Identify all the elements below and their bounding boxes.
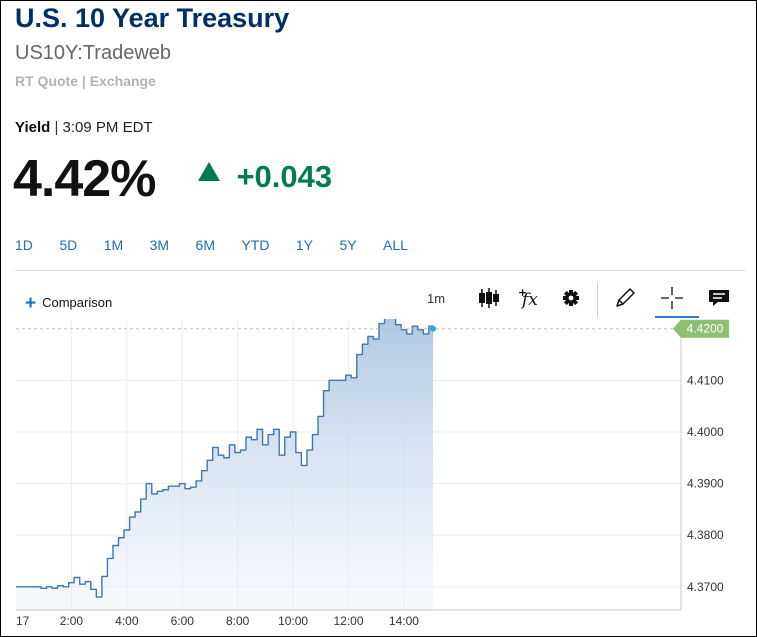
x-tick-label: 10:00 <box>278 614 308 628</box>
comparison-button[interactable]: + Comparison <box>25 293 112 315</box>
svg-text:fx: fx <box>520 290 538 310</box>
x-tick-label: 2:00 <box>60 614 84 628</box>
interval-button[interactable]: 1m <box>427 291 446 306</box>
price-chart[interactable]: 4.3700 4.3800 4.3900 4.4000 4.4100 17 2:00 4:0… <box>1 319 756 636</box>
pencil-icon[interactable] <box>612 285 638 311</box>
range-3m[interactable]: 3M <box>149 237 170 253</box>
x-tick-label: 14:00 <box>389 614 419 628</box>
series-area <box>16 319 434 610</box>
range-ytd[interactable]: YTD <box>241 237 270 253</box>
candlestick-icon[interactable] <box>476 285 502 311</box>
page-title: U.S. 10 Year Treasury <box>15 3 290 33</box>
range-1y[interactable]: 1Y <box>295 237 314 253</box>
section-divider <box>15 270 746 271</box>
y-tick-label: 4.3700 <box>687 580 724 594</box>
symbol-label: US10Y:Tradeweb <box>15 42 172 64</box>
comparison-label: Comparison <box>42 295 113 310</box>
comment-icon[interactable] <box>706 285 732 311</box>
fx-indicator-icon[interactable]: + fx <box>516 285 542 311</box>
plus-icon: + <box>25 293 37 314</box>
last-price-tag: 4.4200 <box>673 319 729 338</box>
gear-icon[interactable] <box>560 285 582 311</box>
x-tick-label: 8:00 <box>226 614 250 628</box>
y-tick-label: 4.3800 <box>687 528 724 542</box>
x-tick-label: 17 <box>16 614 30 628</box>
last-point-marker <box>430 325 437 332</box>
triangle-up-icon <box>198 162 220 181</box>
yield-separator: | <box>54 119 59 136</box>
toolbar-divider <box>597 283 598 317</box>
range-all[interactable]: ALL <box>383 237 408 253</box>
last-price: 4.42% <box>13 150 156 208</box>
range-5y[interactable]: 5Y <box>339 237 357 253</box>
crosshair-icon[interactable] <box>659 285 685 311</box>
range-1d[interactable]: 1D <box>15 237 33 253</box>
price-change: +0.043 <box>198 159 332 195</box>
last-price-tag-shape <box>673 319 729 338</box>
range-5d[interactable]: 5D <box>59 237 78 253</box>
range-selector: 1D 5D 1M 3M 6M YTD 1Y 5Y ALL <box>15 237 430 255</box>
change-value: +0.043 <box>236 159 333 194</box>
rt-quote-label: RT Quote | Exchange <box>15 73 156 89</box>
x-tick-label: 4:00 <box>115 614 139 628</box>
range-1m[interactable]: 1M <box>103 237 124 253</box>
y-tick-label: 4.4000 <box>687 425 724 439</box>
yield-label: Yield <box>15 119 51 136</box>
crosshair-active-indicator <box>655 316 699 318</box>
x-tick-label: 6:00 <box>171 614 195 628</box>
range-6m[interactable]: 6M <box>195 237 215 253</box>
y-tick-label: 4.3900 <box>687 477 724 491</box>
svg-text:+: + <box>518 286 527 299</box>
x-tick-label: 12:00 <box>333 614 363 628</box>
y-tick-label: 4.4100 <box>687 373 724 387</box>
last-price-tag-text: 4.4200 <box>687 322 724 336</box>
yield-time-line: Yield | 3:09 PM EDT <box>15 119 153 136</box>
quote-time: 3:09 PM EDT <box>62 119 153 136</box>
series-line <box>16 319 434 598</box>
